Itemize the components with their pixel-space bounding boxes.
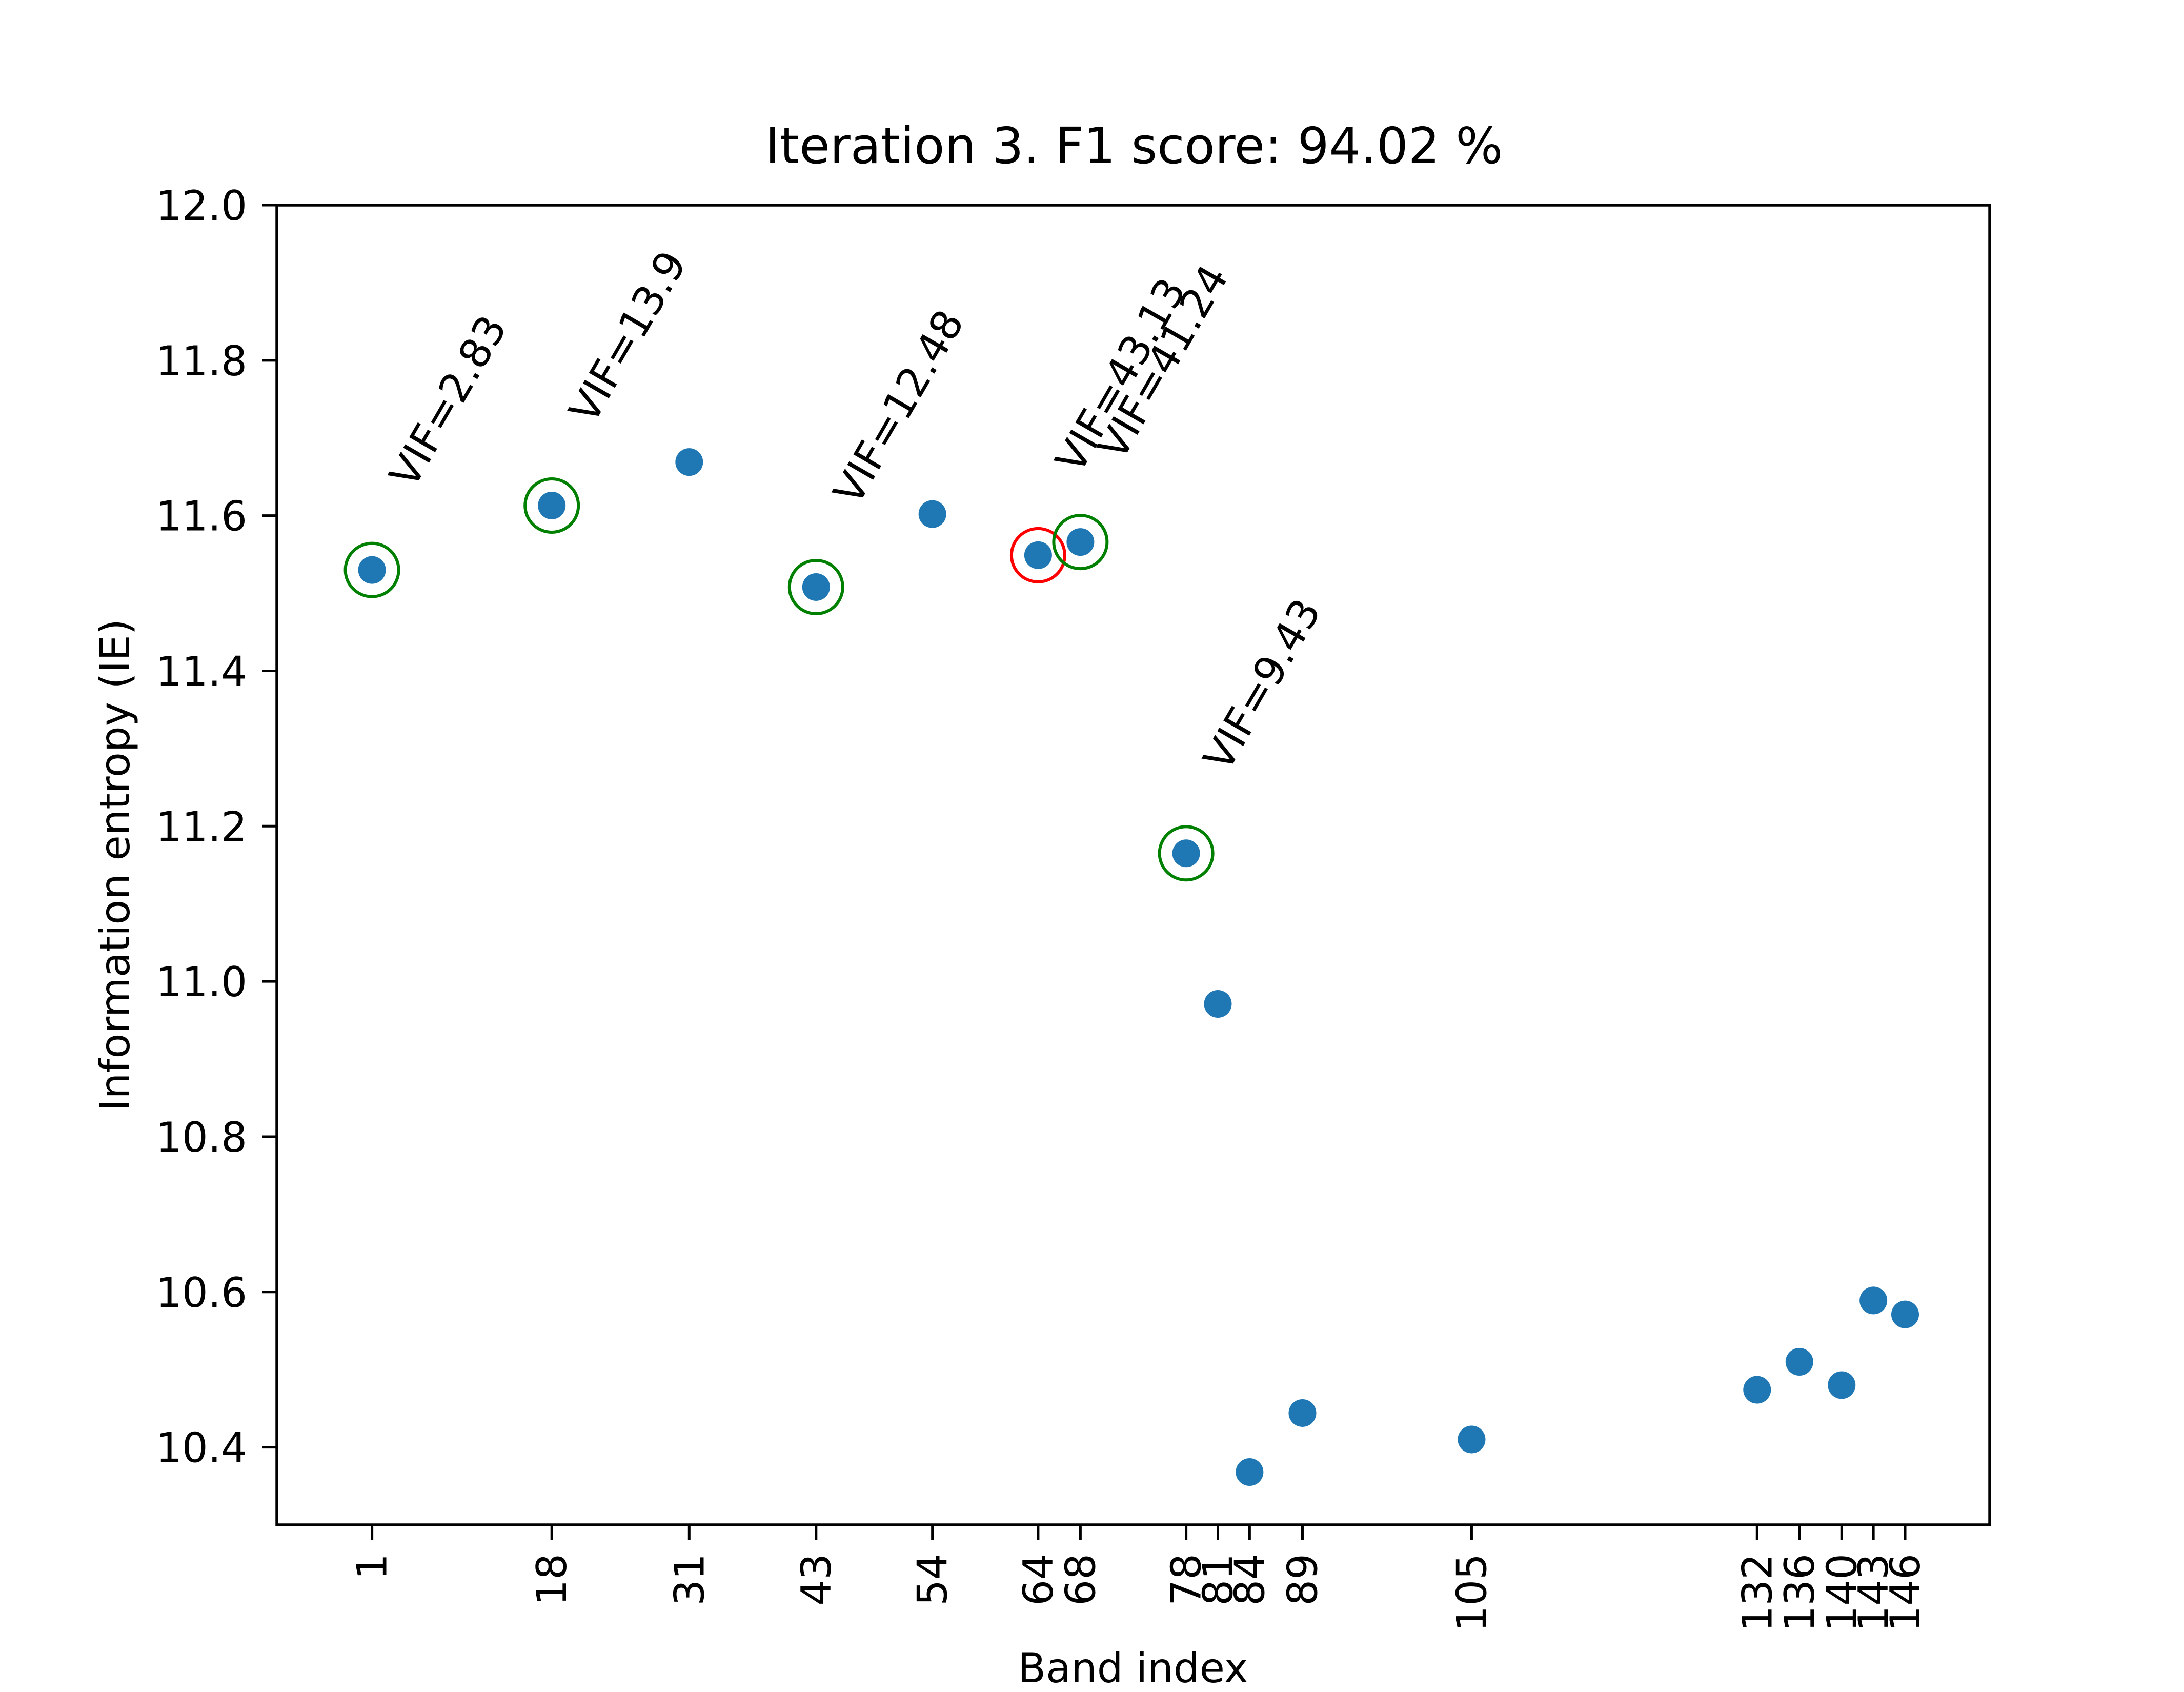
x-axis-label: Band index — [1018, 1644, 1248, 1692]
chart-title: Iteration 3. F1 score: 94.02 % — [765, 117, 1503, 175]
x-tick-label: 18 — [528, 1554, 576, 1606]
x-tick-label: 54 — [909, 1554, 957, 1606]
y-tick-label: 10.6 — [156, 1269, 247, 1317]
plot-frame — [275, 204, 1991, 1526]
x-tick-label: 143 — [1850, 1554, 1897, 1632]
x-tick-label: 43 — [793, 1554, 840, 1606]
x-tick-label: 132 — [1733, 1554, 1781, 1632]
x-tick-label: 89 — [1279, 1554, 1326, 1606]
selected-band-ring — [1158, 825, 1215, 882]
x-tick-label: 105 — [1448, 1554, 1495, 1632]
y-tick-label: 11.2 — [156, 803, 247, 851]
data-point — [358, 556, 386, 584]
data-point — [1204, 990, 1232, 1018]
data-point — [675, 448, 703, 476]
y-tick-label: 11.4 — [156, 648, 247, 695]
selected-band-ring — [343, 541, 400, 598]
x-tick-label: 64 — [1015, 1554, 1062, 1606]
y-tick-label: 11.6 — [156, 493, 247, 540]
selected-band-ring — [523, 477, 580, 534]
x-tick-label: 84 — [1226, 1554, 1273, 1606]
data-point — [1066, 528, 1095, 556]
data-point — [1024, 541, 1052, 569]
data-point — [1458, 1425, 1486, 1454]
data-point — [1288, 1399, 1317, 1427]
y-tick-label: 12.0 — [156, 182, 247, 230]
x-tick-label: 78 — [1163, 1554, 1210, 1606]
y-tick-label: 10.4 — [156, 1424, 247, 1472]
x-tick-label: 140 — [1818, 1554, 1866, 1632]
data-point — [1828, 1371, 1856, 1399]
selected-band-ring — [787, 558, 844, 615]
x-tick-label: 31 — [665, 1554, 713, 1606]
data-point — [1891, 1300, 1919, 1328]
data-point — [802, 573, 830, 601]
data-point — [1785, 1348, 1813, 1376]
data-point — [1743, 1376, 1771, 1404]
x-tick-label: 1 — [349, 1554, 396, 1580]
x-tick-label: 68 — [1057, 1554, 1104, 1606]
data-point — [1236, 1458, 1264, 1486]
y-axis-label: Information entropy (IE) — [91, 619, 139, 1111]
x-tick-label: 146 — [1882, 1554, 1929, 1632]
selected-band-ring — [1052, 514, 1109, 571]
data-point — [1172, 839, 1200, 868]
data-point — [538, 491, 566, 519]
x-tick-label: 81 — [1194, 1554, 1242, 1606]
y-tick-label: 10.8 — [156, 1114, 247, 1161]
y-tick-label: 11.0 — [156, 958, 247, 1006]
y-tick-label: 11.8 — [156, 337, 247, 385]
x-tick-label: 136 — [1776, 1554, 1824, 1632]
removed-band-ring — [1009, 527, 1066, 583]
data-point — [1859, 1286, 1888, 1315]
data-point — [918, 500, 946, 528]
